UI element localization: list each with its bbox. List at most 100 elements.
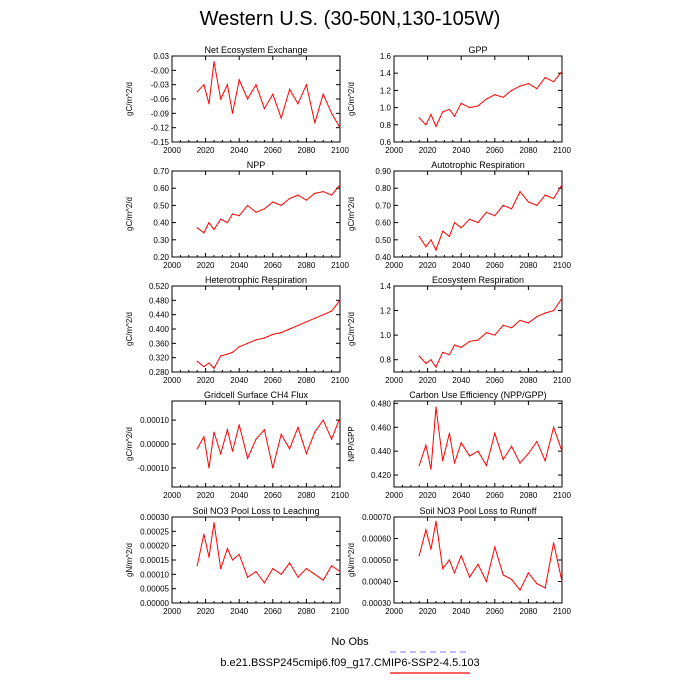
data-point [477, 339, 479, 341]
data-point [477, 105, 479, 107]
y-tick-label: 0.60 [375, 219, 391, 228]
data-point [263, 337, 265, 339]
data-point [430, 239, 432, 241]
x-tick-label: 2000 [385, 376, 403, 385]
data-point [272, 201, 274, 203]
data-point [519, 589, 521, 591]
data-point [339, 127, 341, 129]
data-point [305, 453, 307, 455]
data-point [314, 317, 316, 319]
x-tick-label: 2020 [419, 491, 437, 500]
data-point [272, 93, 274, 95]
data-point [263, 208, 265, 210]
y-tick-label: 1.0 [380, 331, 392, 340]
plot-frame [393, 55, 563, 143]
plot-frame [171, 516, 341, 604]
y-tick-label: 1.0 [380, 104, 392, 113]
data-point [502, 204, 504, 206]
y-tick-label: 0.00050 [362, 556, 391, 565]
series-line [196, 61, 341, 128]
y-tick-label: -0.15 [151, 138, 170, 147]
data-point [280, 573, 282, 575]
data-point [448, 235, 450, 237]
data-point [561, 70, 563, 73]
data-point [418, 117, 420, 119]
y-tick-label: 1.6 [380, 52, 392, 61]
data-point [208, 103, 210, 105]
data-point [494, 546, 496, 548]
plot-frame [171, 55, 341, 143]
data-point [448, 559, 450, 561]
data-point [527, 82, 530, 85]
data-point [430, 359, 432, 361]
y-tick-label: 0.460 [371, 423, 392, 432]
y-tick-label: 0.280 [149, 368, 170, 377]
data-point [477, 563, 479, 565]
data-point [203, 366, 205, 368]
data-point [527, 322, 530, 324]
data-point [544, 312, 546, 314]
data-point [536, 316, 538, 318]
x-tick-label: 2100 [331, 376, 349, 385]
figure-title: Western U.S. (30-50N,130-105W) [199, 8, 501, 30]
x-tick-label: 2080 [520, 261, 538, 270]
data-point [255, 339, 257, 341]
data-point [226, 353, 228, 355]
x-tick-label: 2040 [452, 376, 470, 385]
data-point [544, 194, 546, 196]
y-tick-label: 0.80 [375, 184, 391, 193]
y-axis-label: gC/m^2/d [125, 82, 134, 116]
series-line [196, 184, 341, 234]
data-point [469, 107, 471, 109]
data-point [502, 458, 504, 461]
y-tick-label: 0.6 [380, 138, 392, 147]
data-point [511, 208, 513, 210]
data-point [314, 192, 316, 194]
y-tick-label: 1.4 [380, 282, 392, 291]
data-point [208, 556, 210, 558]
data-point [442, 351, 444, 353]
plot-frame [171, 285, 341, 373]
plot-frame [393, 400, 563, 488]
data-point [494, 334, 496, 336]
data-point [314, 573, 316, 575]
y-tick-label: 0.40 [153, 219, 169, 228]
y-tick-label: 0.400 [149, 325, 170, 334]
data-point [536, 204, 538, 206]
data-point [430, 468, 432, 470]
data-point [247, 342, 249, 344]
data-point [519, 462, 521, 464]
data-point [519, 191, 521, 193]
data-point [314, 431, 316, 433]
data-point [255, 84, 257, 86]
data-point [247, 98, 249, 100]
data-point [322, 314, 324, 316]
data-point [453, 462, 456, 464]
data-point [213, 228, 215, 231]
data-point [331, 194, 333, 196]
series-line [418, 71, 563, 128]
data-point [226, 429, 228, 431]
y-tick-label: -0.06 [151, 95, 170, 104]
data-point [453, 222, 456, 224]
data-point [561, 297, 563, 299]
data-point [536, 88, 538, 90]
y-tick-label: 0.40 [375, 253, 391, 262]
data-point [289, 88, 291, 90]
y-tick-label: -0.09 [151, 109, 170, 118]
data-point [196, 448, 198, 450]
panel-title: GPP [468, 45, 487, 55]
x-tick-label: 2020 [419, 261, 437, 270]
data-point [425, 444, 427, 446]
data-point [196, 565, 198, 567]
panel-title: Soil NO3 Pool Loss to Leaching [192, 506, 319, 516]
data-point [263, 582, 265, 584]
data-point [220, 218, 222, 220]
y-tick-label: 0.8 [380, 356, 392, 365]
x-tick-label: 2080 [520, 491, 538, 500]
data-point [425, 362, 427, 364]
data-point [238, 553, 240, 555]
y-tick-label: 0.420 [371, 471, 392, 480]
y-tick-label: 0.00020 [140, 542, 169, 551]
